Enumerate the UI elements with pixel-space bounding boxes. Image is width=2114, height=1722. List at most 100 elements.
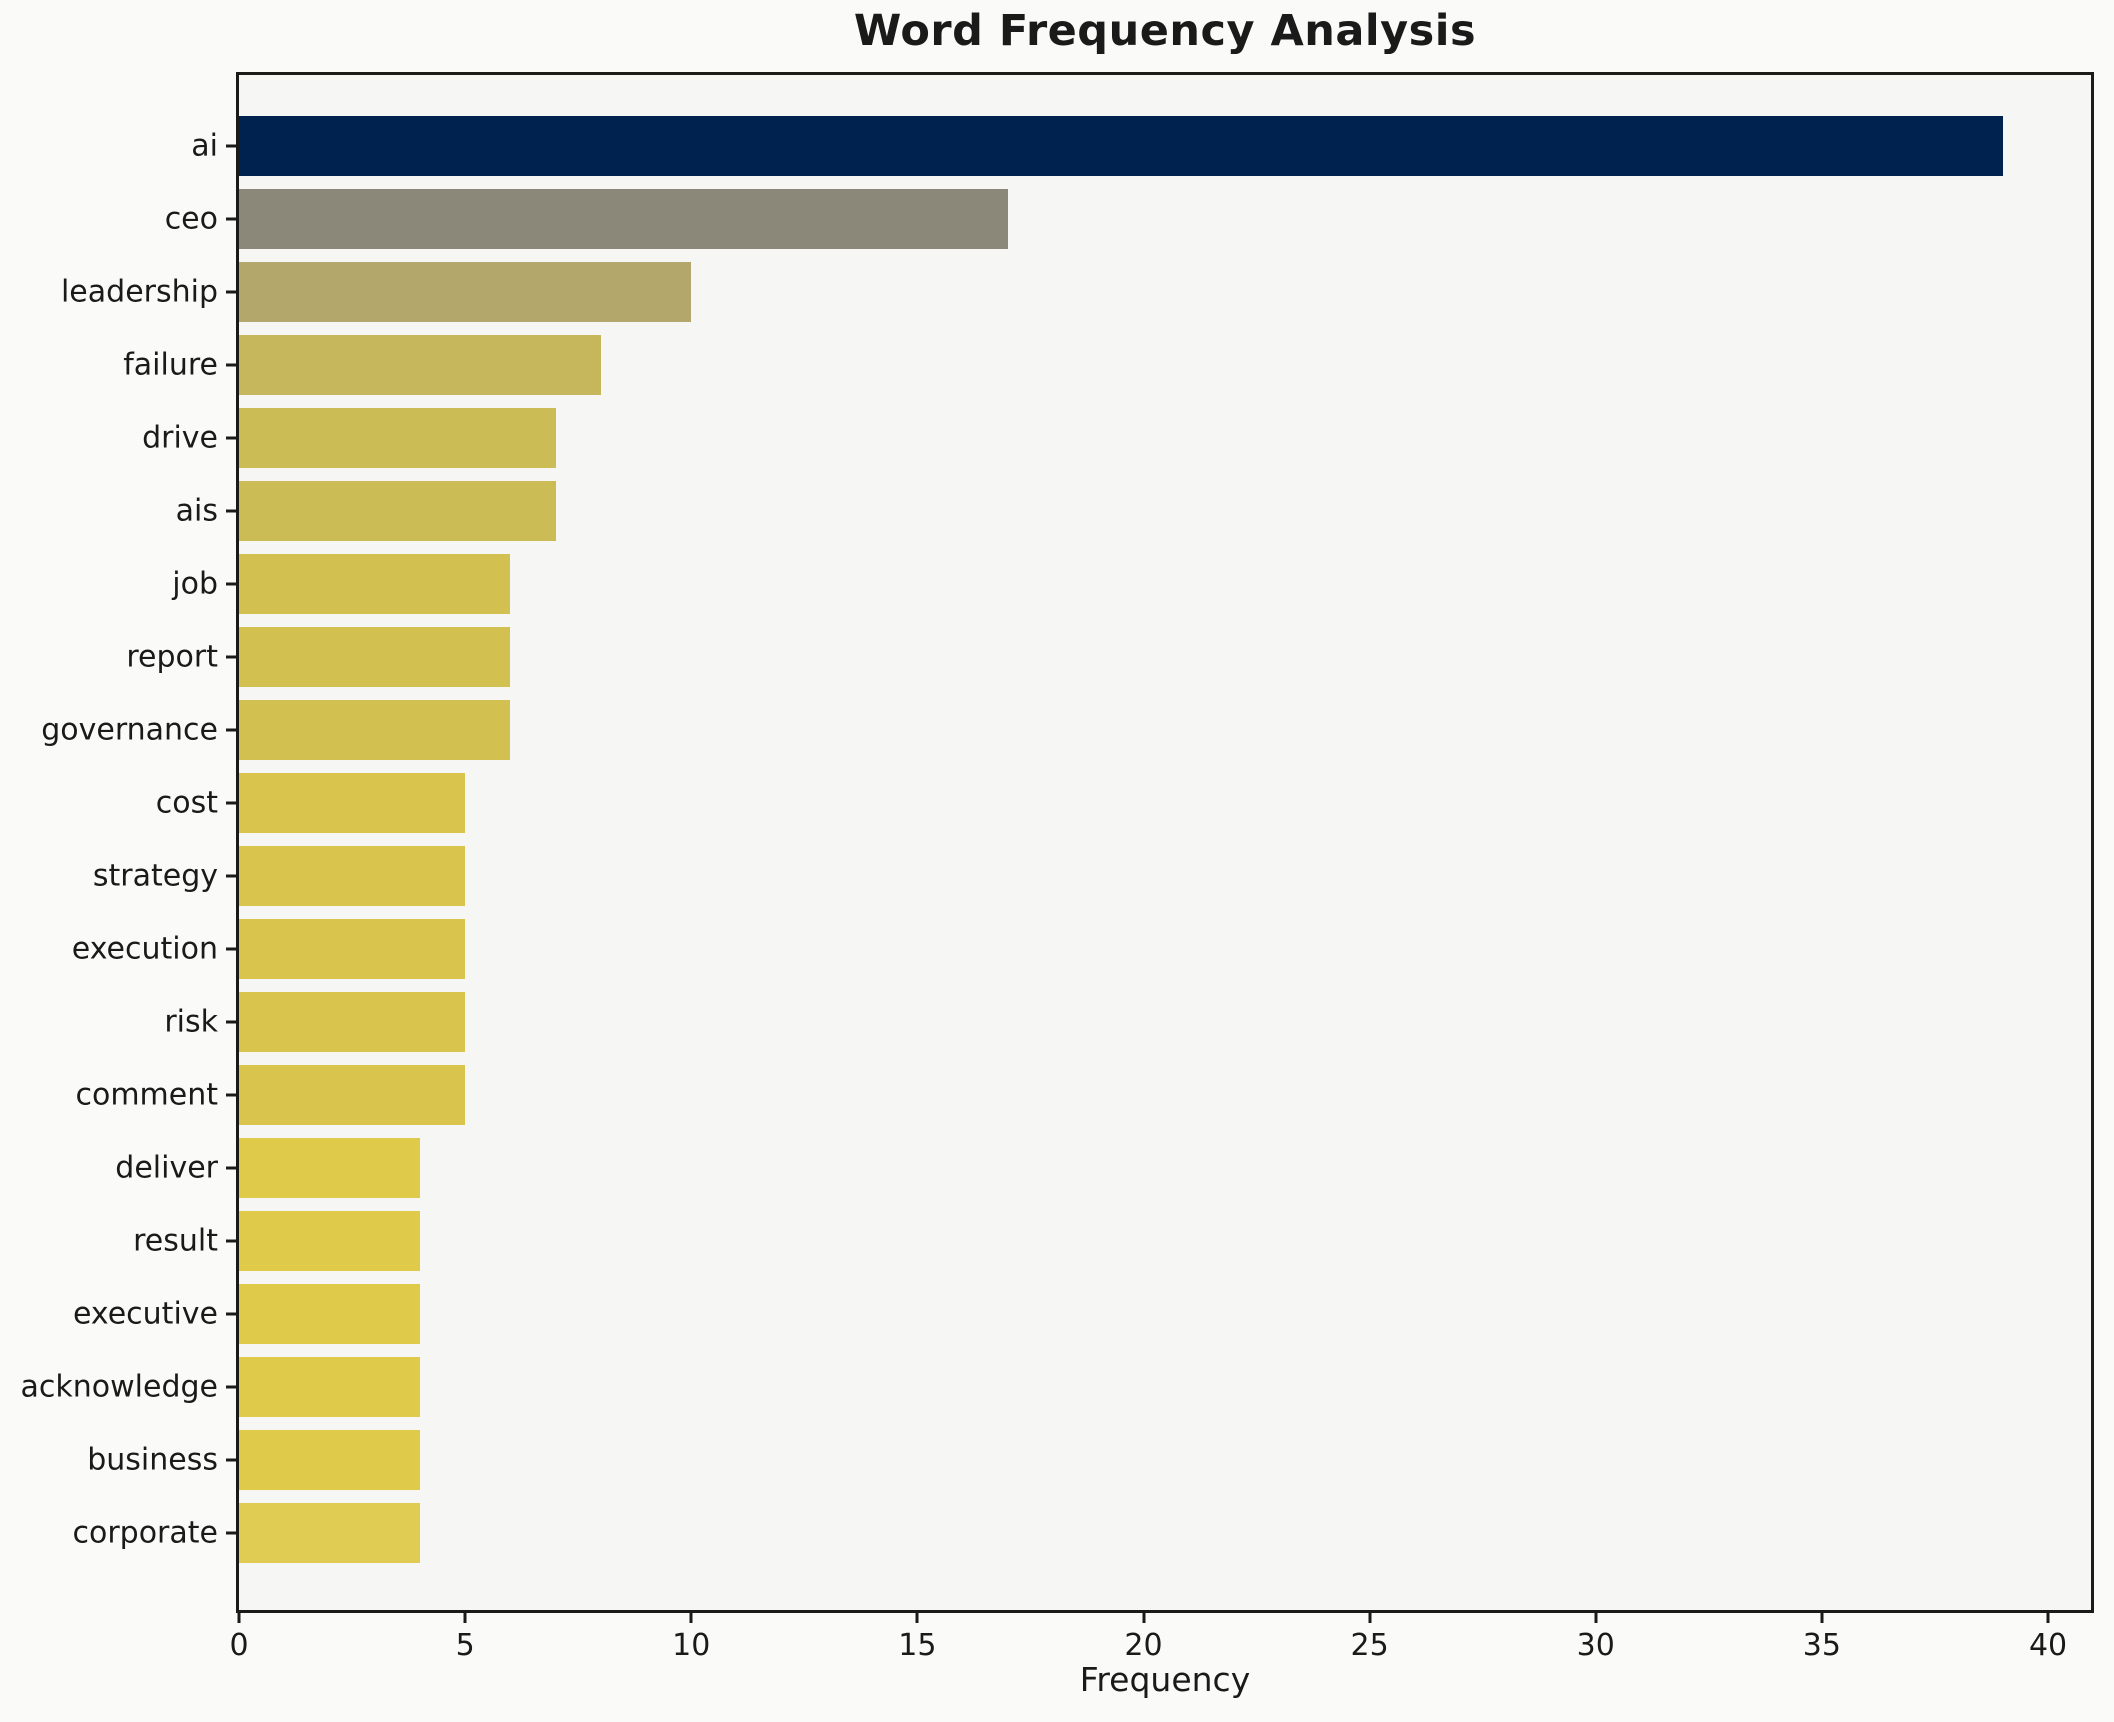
y-tick-mark bbox=[226, 801, 236, 805]
y-tick-mark bbox=[226, 1239, 236, 1243]
y-tick-mark bbox=[226, 1020, 236, 1024]
bar-row: ceo bbox=[165, 182, 2091, 255]
bar-row: report bbox=[126, 620, 2091, 693]
y-tick-mark bbox=[226, 144, 236, 148]
x-tick-label: 15 bbox=[898, 1628, 937, 1663]
x-tick-mark bbox=[1142, 1613, 1146, 1623]
bar bbox=[239, 1138, 420, 1199]
bar-row: failure bbox=[123, 328, 2091, 401]
y-tick-label: drive bbox=[142, 420, 218, 456]
x-tick-mark bbox=[463, 1613, 467, 1623]
y-tick-label: comment bbox=[75, 1077, 218, 1113]
y-tick-label: failure bbox=[123, 347, 218, 383]
y-tick-label: acknowledge bbox=[20, 1369, 219, 1405]
bar-row: strategy bbox=[93, 839, 2091, 912]
bar-row: business bbox=[87, 1424, 2091, 1497]
bar bbox=[239, 699, 511, 760]
y-tick-mark bbox=[226, 1531, 236, 1535]
bar bbox=[239, 772, 466, 833]
y-tick-label: executive bbox=[72, 1296, 218, 1332]
bar-row: deliver bbox=[115, 1132, 2091, 1205]
y-tick-label: strategy bbox=[92, 858, 218, 894]
y-tick-label: result bbox=[133, 1223, 218, 1259]
y-tick-mark bbox=[226, 728, 236, 732]
y-tick-mark bbox=[226, 290, 236, 294]
y-tick-label: job bbox=[172, 566, 218, 602]
y-tick-label: deliver bbox=[115, 1150, 218, 1186]
bar-row: ai bbox=[191, 109, 2091, 182]
bar bbox=[239, 261, 692, 322]
y-tick-label: cost bbox=[155, 785, 218, 821]
x-axis-label: Frequency bbox=[1079, 1660, 1251, 1699]
bar-row: result bbox=[133, 1205, 2091, 1278]
y-tick-mark bbox=[226, 947, 236, 951]
y-tick-mark bbox=[226, 582, 236, 586]
x-tick-mark bbox=[2046, 1613, 2050, 1623]
bar-row: drive bbox=[142, 401, 2091, 474]
bar bbox=[239, 553, 511, 614]
y-tick-label: ceo bbox=[164, 201, 218, 237]
x-tick-label: 40 bbox=[2028, 1628, 2068, 1663]
y-tick-label: report bbox=[126, 639, 218, 675]
y-tick-mark bbox=[226, 1458, 236, 1462]
bar bbox=[239, 992, 466, 1053]
bar-rows: ai ceo leadership failure drive ais job report g… bbox=[21, 75, 2091, 1610]
y-tick-mark bbox=[226, 436, 236, 440]
bar bbox=[239, 1211, 420, 1272]
bar-row: ais bbox=[176, 474, 2091, 547]
bar-row: executive bbox=[73, 1278, 2091, 1351]
bar bbox=[239, 115, 2003, 176]
bar-row: corporate bbox=[72, 1497, 2091, 1570]
x-tick-label: 30 bbox=[1576, 1628, 1615, 1663]
bar bbox=[239, 480, 556, 541]
y-tick-mark bbox=[226, 874, 236, 878]
y-tick-mark bbox=[226, 1312, 236, 1316]
bar bbox=[239, 919, 466, 980]
bar bbox=[239, 1357, 420, 1418]
y-tick-mark bbox=[226, 217, 236, 221]
x-tick-mark bbox=[915, 1613, 919, 1623]
y-tick-label: leadership bbox=[60, 274, 218, 310]
x-tick-mark bbox=[689, 1613, 693, 1623]
x-tick-mark bbox=[237, 1613, 241, 1623]
bar bbox=[239, 334, 601, 395]
chart-title: Word Frequency Analysis bbox=[853, 6, 1477, 56]
y-tick-mark bbox=[226, 1166, 236, 1170]
bar-row: risk bbox=[164, 986, 2091, 1059]
bar bbox=[239, 1065, 466, 1126]
bar bbox=[239, 407, 556, 468]
bar-row: execution bbox=[72, 913, 2091, 986]
y-tick-label: ais bbox=[175, 493, 218, 529]
y-tick-label: corporate bbox=[72, 1515, 218, 1551]
y-tick-mark bbox=[226, 655, 236, 659]
bar bbox=[239, 1503, 420, 1564]
x-tick-label: 5 bbox=[455, 1628, 475, 1663]
x-tick-label: 10 bbox=[672, 1628, 711, 1663]
bar bbox=[239, 845, 466, 906]
x-tick-label: 35 bbox=[1802, 1628, 1841, 1663]
y-tick-label: risk bbox=[164, 1004, 218, 1040]
bar bbox=[239, 626, 511, 687]
bar bbox=[239, 1430, 420, 1491]
bar bbox=[239, 1284, 420, 1345]
x-tick-label: 25 bbox=[1350, 1628, 1389, 1663]
y-tick-mark bbox=[226, 363, 236, 367]
x-tick-label: 0 bbox=[229, 1628, 249, 1663]
bar-row: acknowledge bbox=[21, 1351, 2091, 1424]
bar-row: comment bbox=[75, 1059, 2091, 1132]
bar-row: governance bbox=[41, 693, 2091, 766]
x-tick-mark bbox=[1368, 1613, 1372, 1623]
x-tick-mark bbox=[1820, 1613, 1824, 1623]
y-tick-label: ai bbox=[191, 128, 218, 164]
bar-row: cost bbox=[156, 766, 2091, 839]
x-tick-mark bbox=[1594, 1613, 1598, 1623]
bar-row: leadership bbox=[61, 255, 2091, 328]
y-tick-mark bbox=[226, 1093, 236, 1097]
y-tick-label: governance bbox=[41, 712, 218, 748]
bar bbox=[239, 188, 1008, 249]
y-tick-label: execution bbox=[71, 931, 218, 967]
x-tick-label: 20 bbox=[1124, 1628, 1163, 1663]
bar-row: job bbox=[172, 547, 2091, 620]
y-tick-label: business bbox=[87, 1442, 218, 1478]
